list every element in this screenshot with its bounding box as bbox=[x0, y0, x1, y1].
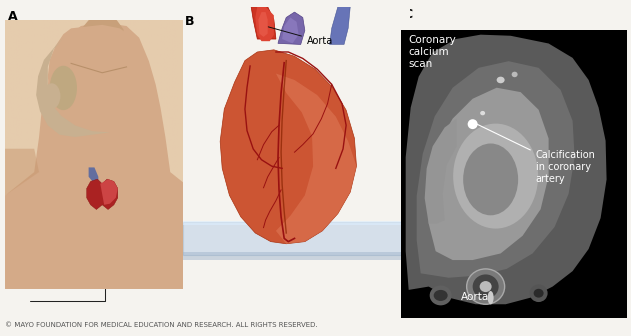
Ellipse shape bbox=[433, 290, 447, 301]
Polygon shape bbox=[428, 88, 548, 260]
Polygon shape bbox=[258, 12, 268, 37]
Text: Calcification
in coronary
artery: Calcification in coronary artery bbox=[477, 124, 596, 184]
Ellipse shape bbox=[512, 72, 517, 77]
Text: Location of coronary calcium
scan imaging section: Location of coronary calcium scan imagin… bbox=[8, 258, 149, 281]
Text: Coronary
calcium
scan: Coronary calcium scan bbox=[409, 35, 456, 70]
Ellipse shape bbox=[534, 289, 544, 298]
Ellipse shape bbox=[480, 281, 492, 292]
Polygon shape bbox=[278, 12, 305, 44]
Polygon shape bbox=[183, 222, 410, 255]
Ellipse shape bbox=[473, 275, 498, 299]
Text: Aorta: Aorta bbox=[268, 27, 333, 46]
Polygon shape bbox=[276, 74, 357, 244]
Ellipse shape bbox=[480, 111, 485, 115]
Ellipse shape bbox=[430, 286, 452, 305]
Text: © MAYO FOUNDATION FOR MEDICAL EDUCATION AND RESEARCH. ALL RIGHTS RESERVED.: © MAYO FOUNDATION FOR MEDICAL EDUCATION … bbox=[5, 322, 317, 328]
Polygon shape bbox=[81, 18, 124, 60]
Ellipse shape bbox=[467, 269, 505, 304]
Ellipse shape bbox=[497, 77, 505, 83]
Polygon shape bbox=[100, 179, 118, 205]
Ellipse shape bbox=[50, 66, 77, 110]
Text: Aorta: Aorta bbox=[461, 292, 489, 302]
Text: B: B bbox=[185, 15, 194, 28]
Ellipse shape bbox=[43, 83, 61, 109]
Polygon shape bbox=[256, 7, 274, 41]
Polygon shape bbox=[251, 7, 276, 39]
Text: C: C bbox=[403, 8, 412, 21]
Polygon shape bbox=[416, 61, 575, 278]
Text: A: A bbox=[8, 10, 18, 23]
Polygon shape bbox=[183, 252, 410, 260]
Ellipse shape bbox=[463, 143, 518, 215]
Polygon shape bbox=[5, 149, 39, 196]
Polygon shape bbox=[36, 38, 110, 137]
Text: Coronary artery
with calcification: Coronary artery with calcification bbox=[356, 258, 439, 281]
Polygon shape bbox=[5, 23, 199, 289]
Polygon shape bbox=[329, 7, 350, 44]
Polygon shape bbox=[406, 35, 606, 304]
Ellipse shape bbox=[468, 119, 478, 129]
Polygon shape bbox=[282, 17, 298, 43]
Polygon shape bbox=[220, 50, 357, 244]
Ellipse shape bbox=[469, 121, 476, 127]
Ellipse shape bbox=[529, 284, 548, 302]
Polygon shape bbox=[86, 179, 118, 209]
Polygon shape bbox=[48, 25, 149, 132]
Ellipse shape bbox=[488, 291, 493, 304]
Polygon shape bbox=[183, 221, 410, 225]
Polygon shape bbox=[88, 167, 98, 184]
Polygon shape bbox=[425, 119, 457, 223]
Ellipse shape bbox=[453, 124, 538, 228]
